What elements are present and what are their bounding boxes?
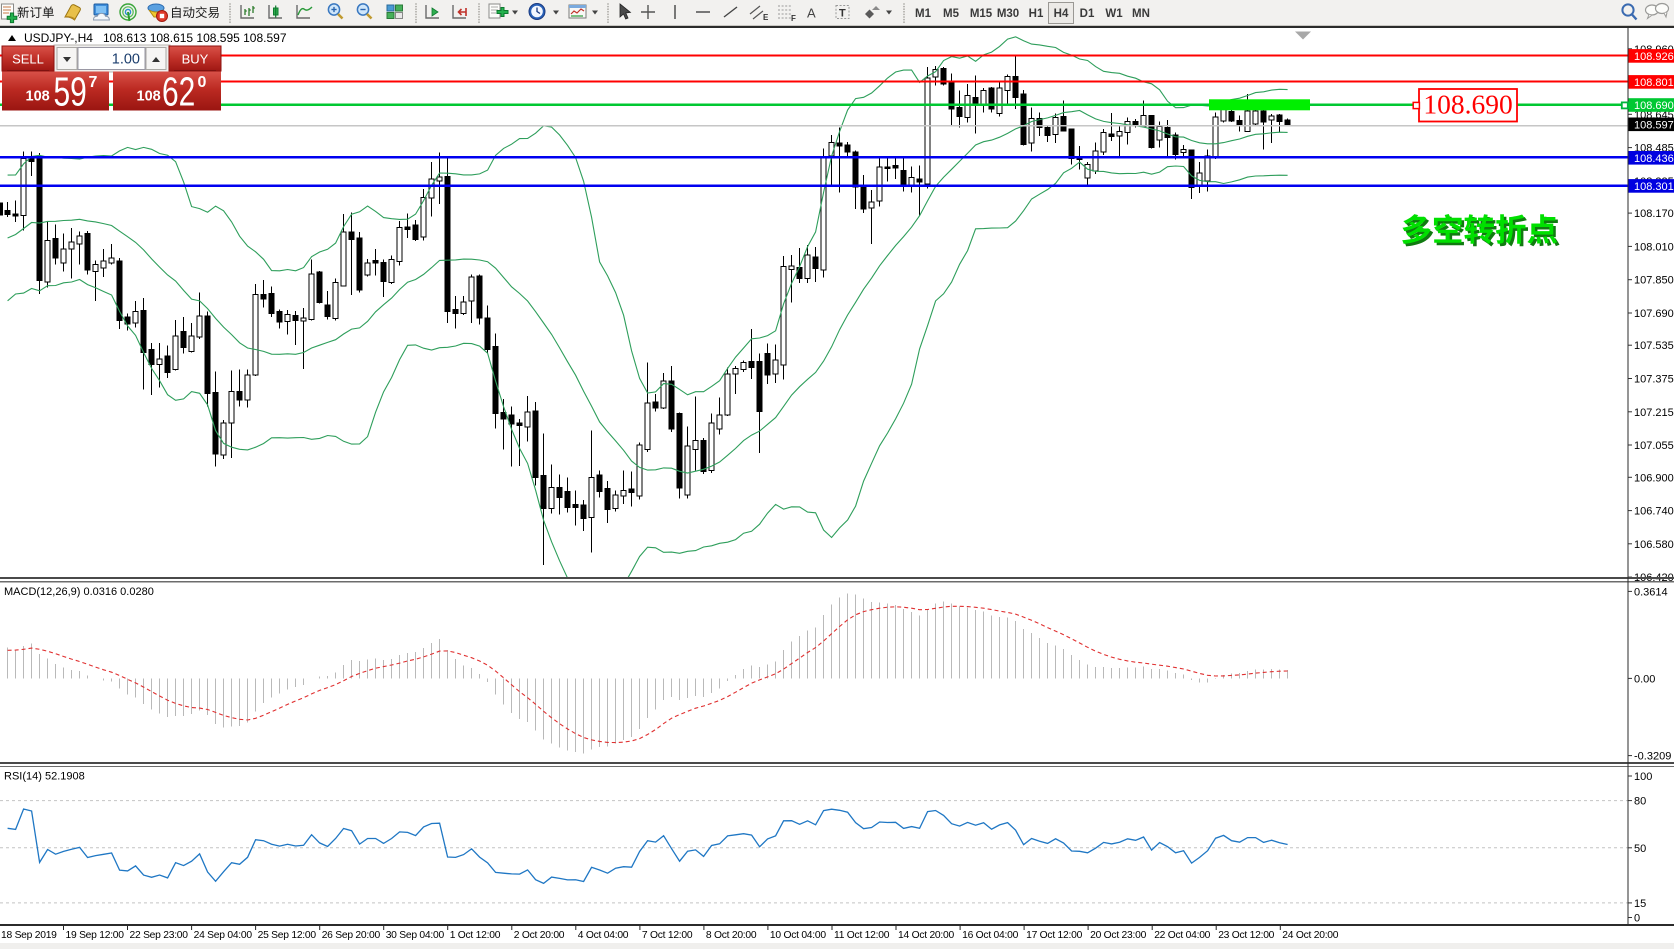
svg-text:M5: M5: [943, 8, 960, 20]
svg-text:17 Oct 12:00: 17 Oct 12:00: [1026, 930, 1082, 941]
svg-text:108.801: 108.801: [1634, 77, 1674, 89]
svg-text:108.436: 108.436: [1634, 153, 1674, 165]
svg-text:106.740: 106.740: [1634, 506, 1674, 518]
svg-text:SELL: SELL: [12, 52, 44, 67]
svg-text:25 Sep 12:00: 25 Sep 12:00: [258, 930, 317, 941]
svg-text:D1: D1: [1080, 8, 1095, 20]
svg-text:100: 100: [1634, 771, 1652, 783]
svg-text:M30: M30: [997, 8, 1019, 20]
svg-text:106.580: 106.580: [1634, 539, 1674, 551]
svg-text:26 Sep 20:00: 26 Sep 20:00: [322, 930, 381, 941]
svg-text:A: A: [807, 6, 816, 21]
svg-text:80: 80: [1634, 796, 1646, 808]
svg-text:107.375: 107.375: [1634, 374, 1674, 386]
svg-text:-0.3209: -0.3209: [1634, 751, 1671, 763]
svg-text:H1: H1: [1029, 8, 1044, 20]
svg-text:107.215: 107.215: [1634, 407, 1674, 419]
svg-text:2 Oct 20:00: 2 Oct 20:00: [514, 930, 565, 941]
svg-text:108.613 108.615 108.595 108.59: 108.613 108.615 108.595 108.597: [103, 31, 287, 45]
svg-text:24 Sep 04:00: 24 Sep 04:00: [194, 930, 253, 941]
svg-text:1 Oct 12:00: 1 Oct 12:00: [450, 930, 501, 941]
svg-text:E: E: [763, 13, 769, 22]
svg-text:USDJPY-,H4: USDJPY-,H4: [24, 31, 93, 45]
svg-text:108.690: 108.690: [1423, 89, 1512, 120]
svg-text:108: 108: [26, 89, 50, 105]
svg-text:11 Oct 12:00: 11 Oct 12:00: [834, 930, 890, 941]
svg-text:18 Sep 2019: 18 Sep 2019: [1, 930, 57, 941]
svg-text:108.170: 108.170: [1634, 208, 1674, 220]
svg-text:107.535: 107.535: [1634, 340, 1674, 352]
svg-text:107.850: 107.850: [1634, 275, 1674, 287]
svg-text:22 Oct 04:00: 22 Oct 04:00: [1154, 930, 1210, 941]
svg-text:108: 108: [137, 89, 161, 105]
svg-text:7 Oct 12:00: 7 Oct 12:00: [642, 930, 693, 941]
svg-text:16 Oct 04:00: 16 Oct 04:00: [962, 930, 1018, 941]
svg-text:F: F: [791, 14, 796, 23]
svg-text:8 Oct 20:00: 8 Oct 20:00: [706, 930, 757, 941]
svg-text:1.00: 1.00: [112, 52, 140, 68]
svg-text:107.690: 107.690: [1634, 308, 1674, 320]
svg-text:23 Oct 12:00: 23 Oct 12:00: [1218, 930, 1274, 941]
svg-text:0: 0: [1634, 913, 1640, 925]
svg-text:BUY: BUY: [182, 52, 209, 67]
svg-text:MACD(12,26,9) 0.0316 0.0280: MACD(12,26,9) 0.0316 0.0280: [4, 586, 154, 598]
svg-text:108.010: 108.010: [1634, 241, 1674, 253]
svg-text:62: 62: [162, 69, 195, 115]
svg-text:15: 15: [1634, 898, 1646, 910]
svg-text:24 Oct 20:00: 24 Oct 20:00: [1282, 930, 1338, 941]
svg-text:107.055: 107.055: [1634, 440, 1674, 452]
svg-text:19 Sep 12:00: 19 Sep 12:00: [66, 930, 125, 941]
svg-text:7: 7: [89, 74, 98, 91]
svg-text:10 Oct 04:00: 10 Oct 04:00: [770, 930, 826, 941]
svg-text:M1: M1: [915, 8, 932, 20]
svg-text:W1: W1: [1105, 8, 1123, 20]
svg-text:4 Oct 04:00: 4 Oct 04:00: [578, 930, 629, 941]
svg-text:20 Oct 23:00: 20 Oct 23:00: [1090, 930, 1146, 941]
svg-text:H4: H4: [1054, 8, 1069, 20]
svg-text:108.690: 108.690: [1634, 100, 1674, 112]
svg-text:MN: MN: [1132, 8, 1150, 20]
svg-text:T: T: [839, 8, 846, 20]
svg-text:108.301: 108.301: [1634, 181, 1674, 193]
svg-text:50: 50: [1634, 843, 1646, 855]
svg-text:0.3614: 0.3614: [1634, 586, 1668, 598]
svg-text:59: 59: [54, 69, 87, 115]
svg-text:108.926: 108.926: [1634, 51, 1674, 63]
svg-text:108.597: 108.597: [1634, 120, 1674, 132]
svg-text:0: 0: [198, 74, 207, 91]
svg-text:22 Sep 23:00: 22 Sep 23:00: [130, 930, 189, 941]
svg-text:0.00: 0.00: [1634, 673, 1655, 685]
svg-text:30 Sep 04:00: 30 Sep 04:00: [386, 930, 445, 941]
svg-text:14 Oct 20:00: 14 Oct 20:00: [898, 930, 954, 941]
svg-text:RSI(14) 52.1908: RSI(14) 52.1908: [4, 771, 85, 783]
svg-text:106.900: 106.900: [1634, 472, 1674, 484]
svg-text:M15: M15: [970, 8, 993, 20]
